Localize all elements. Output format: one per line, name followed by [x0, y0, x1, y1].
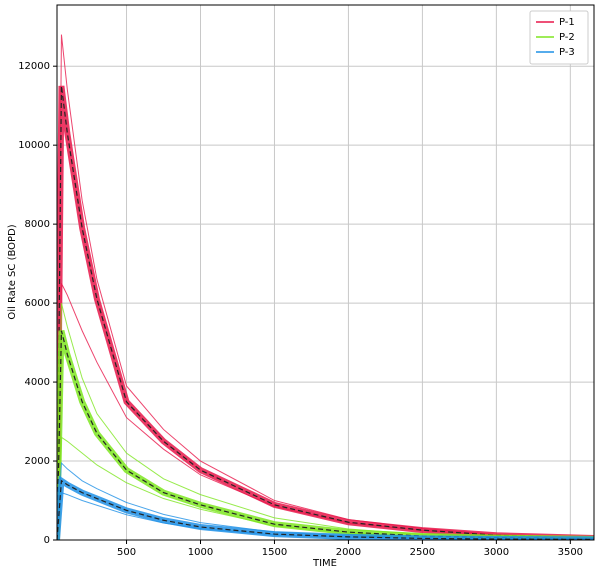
legend-label: P-2: [559, 32, 575, 43]
member-line: [57, 34, 594, 540]
y-tick-label: 4000: [25, 377, 50, 388]
legend-label: P-3: [559, 47, 575, 58]
x-tick-label: 2000: [336, 547, 361, 558]
x-tick-label: 500: [117, 547, 136, 558]
series-line: [57, 85, 594, 540]
y-tick-label: 8000: [25, 219, 50, 230]
series-line: [57, 330, 594, 540]
member-line: [57, 302, 594, 540]
x-tick-label: 3500: [558, 547, 583, 558]
plot: [57, 34, 594, 540]
median-line: [57, 330, 594, 540]
legend-label: P-1: [559, 17, 575, 28]
x-tick-label: 2500: [410, 547, 435, 558]
legend-box: [529, 10, 589, 65]
y-tick-label: 10000: [18, 140, 50, 151]
median-line: [57, 85, 594, 540]
y-axis-label: Oil Rate SC (BOPD): [7, 224, 18, 319]
y-tick-label: 6000: [25, 298, 50, 309]
y-tick-label: 2000: [25, 456, 50, 467]
y-tick-label: 12000: [18, 61, 50, 72]
x-tick-label: 1000: [188, 547, 213, 558]
x-tick-label: 1500: [262, 547, 287, 558]
member-line: [57, 436, 594, 540]
y-tick-label: 0: [44, 535, 50, 546]
plot-frame: [56, 4, 595, 541]
x-tick-label: 3000: [484, 547, 509, 558]
median-line: [57, 479, 594, 540]
x-axis-label: TIME: [312, 558, 337, 569]
